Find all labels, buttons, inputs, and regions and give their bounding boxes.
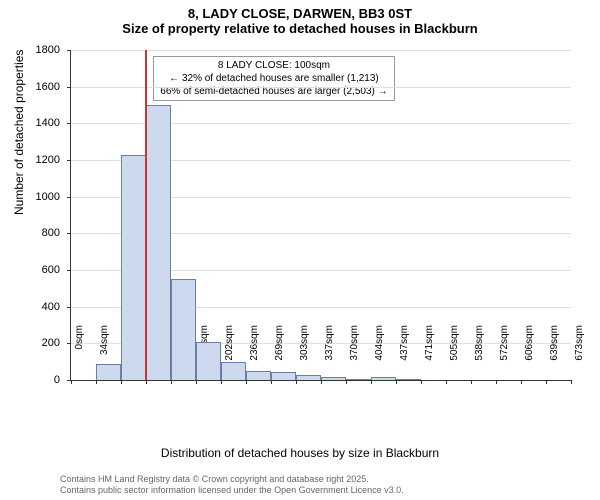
x-tick-mark xyxy=(571,380,572,384)
x-tick-mark xyxy=(546,380,547,384)
histogram-bar xyxy=(371,377,396,380)
x-tick-mark xyxy=(371,380,372,384)
x-tick-mark xyxy=(471,380,472,384)
y-tick-label: 1800 xyxy=(20,44,60,56)
x-axis-label: Distribution of detached houses by size … xyxy=(0,446,600,460)
y-tick-mark xyxy=(67,233,71,234)
annotation-line-2: ← 32% of detached houses are smaller (1,… xyxy=(160,72,387,85)
chart-title-sub: Size of property relative to detached ho… xyxy=(0,21,600,40)
y-tick-mark xyxy=(67,197,71,198)
x-tick-label: 471sqm xyxy=(424,325,435,375)
x-tick-mark xyxy=(296,380,297,384)
y-tick-label: 1600 xyxy=(20,81,60,93)
histogram-bar xyxy=(271,372,296,380)
y-tick-mark xyxy=(67,87,71,88)
x-tick-mark xyxy=(121,380,122,384)
histogram-bar xyxy=(221,362,246,380)
x-tick-label: 639sqm xyxy=(549,325,560,375)
x-tick-label: 0sqm xyxy=(74,325,85,375)
x-tick-mark xyxy=(421,380,422,384)
x-tick-label: 437sqm xyxy=(399,325,410,375)
x-tick-label: 505sqm xyxy=(449,325,460,375)
histogram-bar xyxy=(146,105,171,380)
property-marker-line xyxy=(145,50,147,380)
x-tick-mark xyxy=(146,380,147,384)
x-tick-label: 269sqm xyxy=(274,325,285,375)
x-tick-mark xyxy=(446,380,447,384)
y-tick-label: 0 xyxy=(20,374,60,386)
x-tick-mark xyxy=(271,380,272,384)
y-tick-mark xyxy=(67,307,71,308)
footer-line-2: Contains public sector information licen… xyxy=(60,485,404,496)
histogram-bar xyxy=(171,279,196,380)
histogram-bar xyxy=(246,371,271,380)
x-tick-mark xyxy=(396,380,397,384)
x-tick-label: 572sqm xyxy=(499,325,510,375)
y-tick-mark xyxy=(67,343,71,344)
y-tick-label: 1000 xyxy=(20,191,60,203)
histogram-bar xyxy=(321,377,346,380)
footer-credit: Contains HM Land Registry data © Crown c… xyxy=(60,474,404,496)
x-tick-mark xyxy=(346,380,347,384)
y-tick-mark xyxy=(67,123,71,124)
y-tick-label: 800 xyxy=(20,227,60,239)
x-tick-mark xyxy=(96,380,97,384)
x-tick-mark xyxy=(221,380,222,384)
x-tick-label: 538sqm xyxy=(474,325,485,375)
y-tick-mark xyxy=(67,270,71,271)
x-tick-mark xyxy=(496,380,497,384)
x-tick-mark xyxy=(171,380,172,384)
x-tick-mark xyxy=(321,380,322,384)
x-tick-label: 236sqm xyxy=(249,325,260,375)
x-tick-label: 606sqm xyxy=(524,325,535,375)
chart-title-main: 8, LADY CLOSE, DARWEN, BB3 0ST xyxy=(0,0,600,21)
histogram-bar xyxy=(296,375,321,380)
y-tick-mark xyxy=(67,50,71,51)
annotation-line-1: 8 LADY CLOSE: 100sqm xyxy=(160,59,387,72)
x-tick-mark xyxy=(521,380,522,384)
y-tick-label: 400 xyxy=(20,301,60,313)
x-tick-mark xyxy=(246,380,247,384)
x-tick-label: 404sqm xyxy=(374,325,385,375)
histogram-bar xyxy=(396,379,421,380)
chart-container: 8, LADY CLOSE, DARWEN, BB3 0ST Size of p… xyxy=(0,0,600,500)
annotation-box: 8 LADY CLOSE: 100sqm ← 32% of detached h… xyxy=(153,56,394,101)
y-tick-label: 600 xyxy=(20,264,60,276)
y-tick-label: 1400 xyxy=(20,117,60,129)
footer-line-1: Contains HM Land Registry data © Crown c… xyxy=(60,474,404,485)
histogram-bar xyxy=(196,342,221,380)
histogram-bar xyxy=(96,364,121,381)
histogram-bar xyxy=(121,155,146,381)
x-tick-label: 337sqm xyxy=(324,325,335,375)
histogram-bar xyxy=(346,379,371,380)
x-tick-label: 370sqm xyxy=(349,325,360,375)
x-tick-mark xyxy=(196,380,197,384)
y-tick-label: 200 xyxy=(20,337,60,349)
plot-area: 8 LADY CLOSE: 100sqm ← 32% of detached h… xyxy=(70,50,571,381)
x-tick-label: 303sqm xyxy=(299,325,310,375)
y-tick-label: 1200 xyxy=(20,154,60,166)
x-tick-label: 673sqm xyxy=(574,325,585,375)
x-tick-mark xyxy=(71,380,72,384)
y-tick-mark xyxy=(67,160,71,161)
